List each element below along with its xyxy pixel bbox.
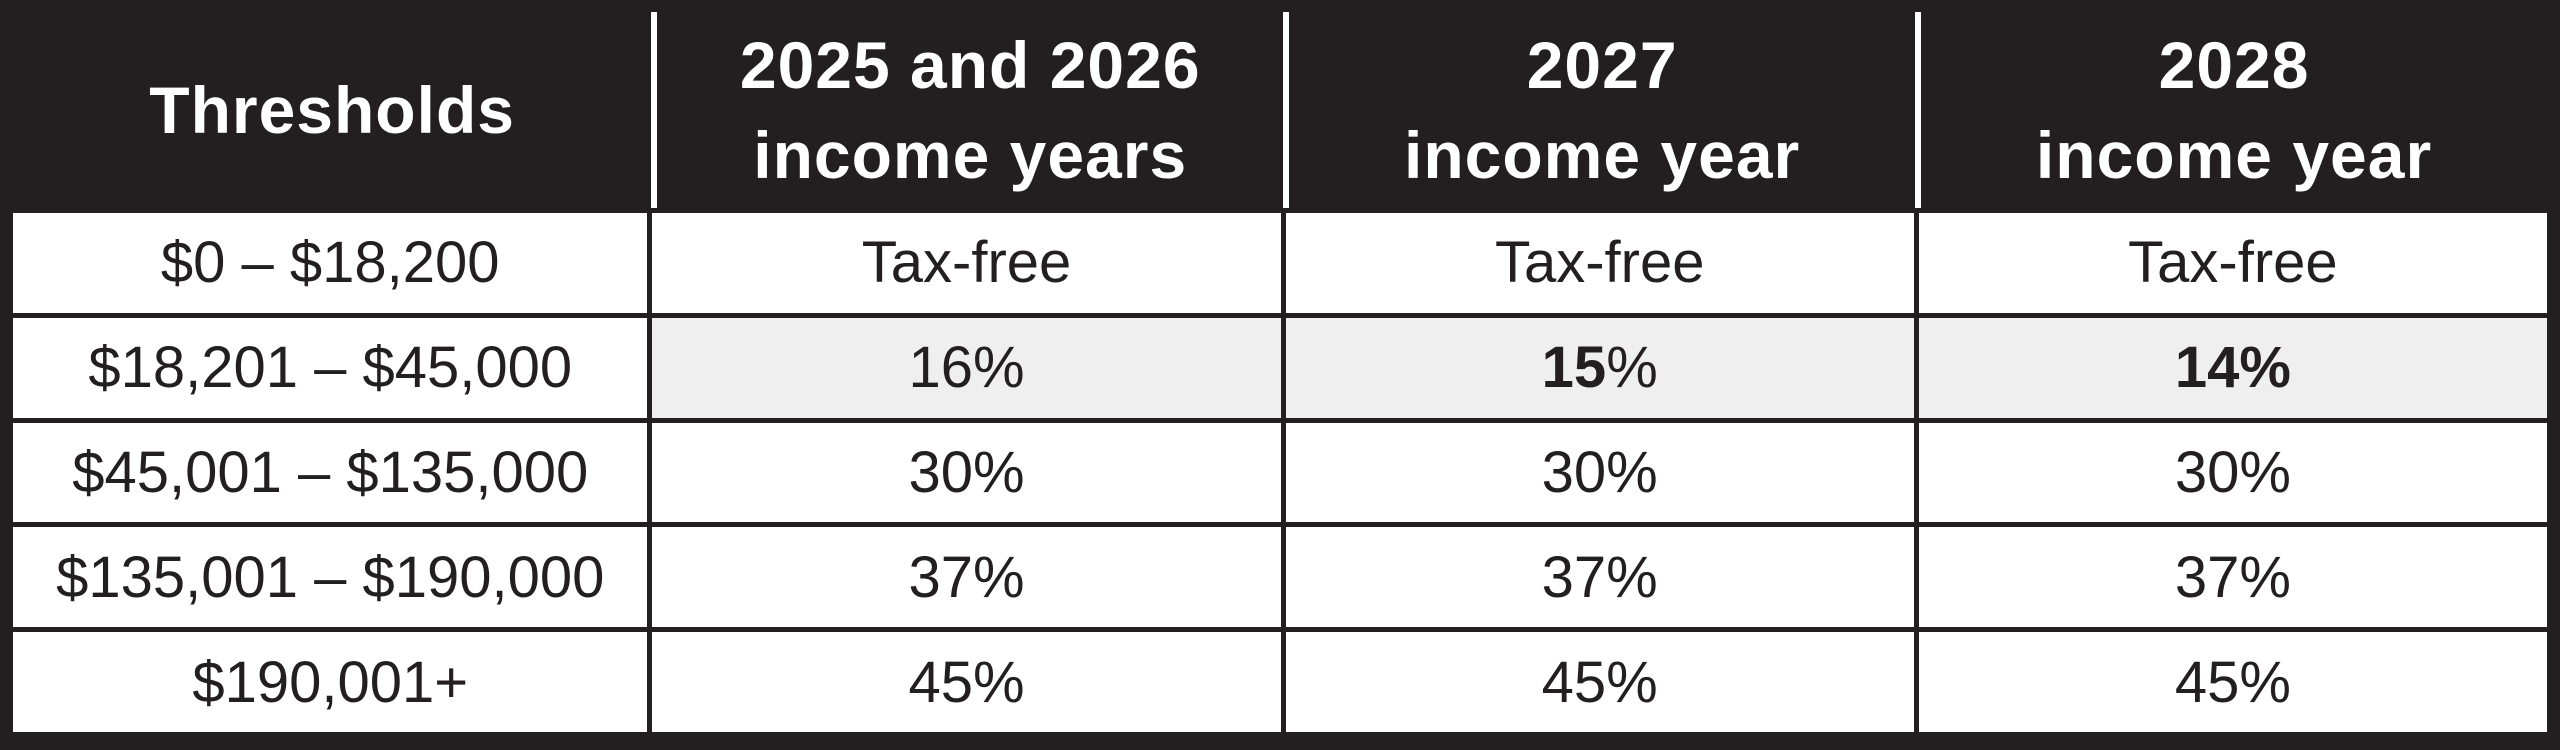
cell-text: $0 – $18,200: [160, 230, 500, 296]
cell-text: 37%: [1541, 544, 1658, 610]
cell-text: 45%: [908, 649, 1025, 715]
table-cell: 15%: [1285, 317, 1914, 418]
table-cell: 45%: [1285, 632, 1914, 732]
cell-text: %: [1606, 335, 1658, 401]
cell-text: 45%: [1541, 649, 1658, 715]
table-cell: 37%: [1285, 527, 1914, 628]
table-header-row: Thresholds 2025 and 2026 income years 2027 i…: [13, 12, 2547, 208]
table-cell: 37%: [1918, 527, 2547, 628]
table-row: $135,001 – $190,000 37% 37% 37%: [13, 527, 2547, 628]
cell-text: 30%: [2174, 439, 2291, 505]
header-cell-line: 2028: [2158, 28, 2310, 102]
table-cell: $45,001 – $135,000: [13, 422, 648, 523]
table-cell: 45%: [652, 632, 1281, 732]
header-cell-line: income year: [2035, 118, 2433, 192]
cell-text: 37%: [2174, 544, 2291, 610]
table-row: $45,001 – $135,000 30% 30% 30%: [13, 422, 2547, 523]
header-cell-line: 2027: [1526, 28, 1678, 102]
header-cell-line: Thresholds: [149, 73, 515, 147]
table-cell: 37%: [652, 527, 1281, 628]
header-cell-col-2: 2027 income year: [1283, 12, 1916, 208]
cell-text: 45%: [2174, 649, 2291, 715]
table-row: $190,001+ 45% 45% 45%: [13, 632, 2547, 732]
table-cell: Tax-free: [1285, 213, 1914, 313]
table-cell: 45%: [1918, 632, 2547, 732]
cell-text: 15: [1541, 335, 1607, 401]
table-cell: Tax-free: [652, 213, 1281, 313]
table-cell: 16%: [652, 317, 1281, 418]
cell-text: $45,001 – $135,000: [72, 439, 589, 505]
header-cell-line: 2025 and 2026: [739, 28, 1201, 102]
cell-text: $18,201 – $45,000: [88, 335, 573, 401]
header-cell-col-1: 2025 and 2026 income years: [651, 12, 1284, 208]
cell-text: Tax-free: [1494, 230, 1705, 296]
cell-text: 14%: [2174, 335, 2291, 401]
header-cell-col-3: 2028 income year: [1915, 12, 2547, 208]
cell-text: 30%: [908, 439, 1025, 505]
cell-text: Tax-free: [2128, 230, 2338, 296]
cell-text: $190,001+: [192, 649, 469, 715]
table-cell: $18,201 – $45,000: [13, 317, 648, 418]
table-cell: 30%: [1285, 422, 1914, 523]
cell-text: 16%: [908, 335, 1025, 401]
table-cell: 30%: [1918, 422, 2547, 523]
table-cell: $135,001 – $190,000: [13, 527, 648, 628]
table-cell: $0 – $18,200: [13, 213, 648, 313]
cell-text: 37%: [908, 544, 1025, 610]
table-cell: 14%: [1918, 317, 2547, 418]
table-row: $18,201 – $45,000 16% 15% 14%: [13, 317, 2547, 418]
header-cell-col-0: Thresholds: [13, 12, 652, 208]
table-cell: Tax-free: [1918, 213, 2547, 313]
table-row: $0 – $18,200 Tax-free Tax-free Tax-free: [13, 213, 2547, 313]
cell-text: 30%: [1541, 439, 1658, 505]
cell-text: Tax-free: [861, 230, 1072, 296]
header-cell-line: income years: [753, 118, 1188, 192]
table-cell: $190,001+: [13, 632, 648, 732]
header-cell-line: income year: [1404, 118, 1801, 192]
cell-text: $135,001 – $190,000: [56, 544, 605, 610]
table-cell: 30%: [652, 422, 1281, 523]
